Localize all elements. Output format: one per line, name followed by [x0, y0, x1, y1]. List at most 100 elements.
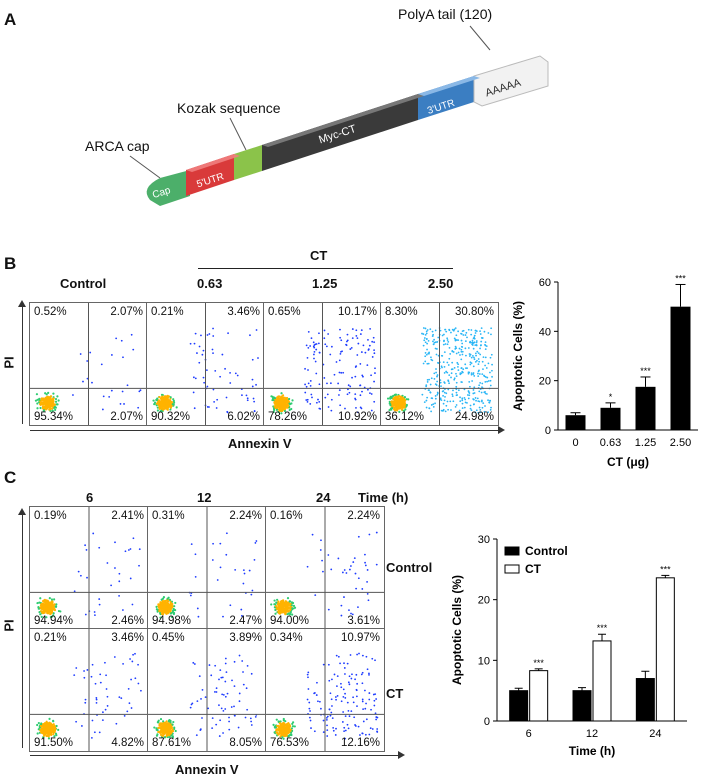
quadrant-ll-percent: 87.61% — [152, 737, 192, 749]
quadrant-ul-percent: 0.52% — [34, 306, 67, 318]
quadrant-ll-percent: 94.00% — [270, 615, 310, 627]
polya-segment — [473, 55, 549, 107]
facs-plot-ct-2: 0.34% 10.97% 76.53% 12.16% — [265, 628, 385, 752]
chart-c-bar-control-6 — [509, 690, 529, 722]
chart-c-x-tick-label: 24 — [649, 728, 661, 740]
arca-cap-label: ARCA cap — [85, 138, 150, 154]
ct-header-label: CT — [310, 248, 328, 263]
row-label-ct: CT — [386, 686, 404, 701]
time-label-0: 6 — [86, 490, 94, 505]
time-course-bar-chart: 0 10 20 30 6 *** 12 *** 24 *** Control CT Time (h) Ap… — [450, 534, 687, 758]
dose-label-0: 0.63 — [197, 276, 223, 291]
facs-plot-dose-3: 8.30% 30.80% 36.12% 24.98% — [380, 302, 499, 426]
row-label-control: Control — [386, 560, 433, 575]
quadrant-ur-percent: 2.24% — [347, 510, 380, 522]
time-label-1: 12 — [197, 490, 212, 505]
quadrant-lr-percent: 8.05% — [229, 737, 262, 749]
quadrant-ur-percent: 2.07% — [110, 306, 143, 318]
cap-segment — [146, 170, 190, 206]
quadrant-ur-percent: 3.46% — [111, 632, 144, 644]
panel-c-letter: C — [4, 468, 17, 487]
chart-b-y-tick-label: 0 — [545, 425, 551, 437]
dose-label-2: 2.50 — [428, 276, 454, 291]
chart-c-y-label: Apoptotic Cells (%) — [450, 575, 464, 685]
kozak-leader-line — [229, 117, 247, 151]
mrna-construct-diagram: Cap 5'UTR Myc-CT 3'UTR AAAAA — [129, 25, 549, 206]
chart-c-x-tick-label: 12 — [586, 728, 598, 740]
facs-plot-ct-0: 0.21% 3.46% 91.50% 4.82% — [29, 628, 149, 752]
chart-b-significance: *** — [640, 366, 651, 376]
quadrant-lr-percent: 2.46% — [111, 615, 144, 627]
panel-c-x-axis-arrow — [30, 755, 400, 756]
quadrant-ul-percent: 0.21% — [34, 632, 67, 644]
quadrant-lr-percent: 2.47% — [229, 615, 262, 627]
quadrant-lr-percent: 6.02% — [227, 411, 260, 423]
quadrant-ur-percent: 10.17% — [337, 306, 377, 318]
polya-tail-label: PolyA tail (120) — [398, 6, 493, 22]
chart-b-significance: *** — [675, 273, 686, 283]
panel-b-y-axis-label: PI — [1, 356, 17, 369]
chart-c-significance: *** — [533, 658, 544, 668]
panel-c-y-axis-arrow — [22, 510, 23, 748]
quadrant-lr-percent: 24.98% — [454, 411, 494, 423]
quadrant-lr-percent: 12.16% — [340, 737, 380, 749]
dose-label-1: 1.25 — [312, 276, 338, 291]
quadrant-ll-percent: 95.34% — [34, 411, 74, 423]
chart-b-y-tick-label: 60 — [539, 277, 551, 289]
chart-b-y-tick-label: 20 — [539, 376, 551, 388]
panel-b-x-axis-arrow — [30, 430, 500, 431]
chart-c-x-label: Time (h) — [569, 744, 615, 758]
chart-c-legend-label: Control — [525, 544, 568, 558]
quadrant-ul-percent: 0.65% — [268, 306, 301, 318]
quadrant-ll-percent: 76.53% — [270, 737, 310, 749]
facs-plot-ct-1: 0.45% 3.89% 87.61% 8.05% — [147, 628, 267, 752]
quadrant-lr-percent: 4.82% — [111, 737, 144, 749]
quadrant-ur-percent: 30.80% — [454, 306, 494, 318]
quadrant-ul-percent: 0.16% — [270, 510, 303, 522]
quadrant-ll-percent: 91.50% — [34, 737, 74, 749]
chart-c-significance: *** — [597, 623, 608, 633]
time-label-2: 24 — [316, 490, 331, 505]
quadrant-ul-percent: 0.31% — [152, 510, 185, 522]
chart-b-x-tick-label: 2.50 — [670, 437, 691, 449]
chart-c-legend-swatch-ct — [504, 564, 520, 574]
quadrant-ur-percent: 3.89% — [229, 632, 262, 644]
control-column-label: Control — [60, 276, 107, 291]
quadrant-lr-percent: 3.61% — [347, 615, 380, 627]
chart-c-y-tick-label: 30 — [478, 534, 490, 546]
arca-leader-line — [129, 155, 161, 179]
quadrant-ur-percent: 2.41% — [111, 510, 144, 522]
utr3-segment — [418, 76, 474, 120]
quadrant-ll-percent: 36.12% — [385, 411, 425, 423]
chart-b-x-tick-label: 0 — [572, 437, 578, 449]
facs-plot-dose-2: 0.65% 10.17% 78.26% 10.92% — [263, 302, 382, 426]
quadrant-ul-percent: 8.30% — [385, 306, 418, 318]
quadrant-ur-percent: 2.24% — [229, 510, 262, 522]
chart-c-legend-swatch-control — [504, 546, 520, 556]
chart-b-y-tick-label: 40 — [539, 326, 551, 338]
quadrant-ur-percent: 3.46% — [227, 306, 260, 318]
chart-b-bar-0.63 — [600, 407, 621, 430]
panel-b-x-axis-label: Annexin V — [228, 436, 292, 451]
chart-c-bar-control-24 — [635, 678, 655, 722]
quadrant-ll-percent: 90.32% — [151, 411, 191, 423]
chart-b-x-label: CT (μg) — [607, 455, 649, 469]
chart-c-legend-label: CT — [525, 562, 542, 576]
chart-b-y-label: Apoptotic Cells (%) — [511, 301, 525, 411]
myc-ct-segment — [262, 94, 418, 171]
chart-c-bar-ct-6 — [529, 670, 549, 722]
chart-c-bar-ct-24 — [655, 577, 675, 722]
chart-b-bar-1.25 — [635, 386, 656, 430]
facs-plot-control-2: 0.16% 2.24% 94.00% 3.61% — [265, 506, 385, 630]
chart-b-x-tick-label: 0.63 — [600, 437, 621, 449]
panel-c-y-axis-label: PI — [1, 619, 17, 632]
chart-b-x-tick-label: 1.25 — [635, 437, 656, 449]
quadrant-ur-percent: 10.97% — [340, 632, 380, 644]
chart-c-bar-control-12 — [572, 690, 592, 722]
ct-header-line — [198, 268, 453, 269]
chart-c-y-tick-label: 0 — [484, 716, 490, 728]
time-unit-label: Time (h) — [358, 490, 409, 505]
quadrant-ll-percent: 94.98% — [152, 615, 192, 627]
facs-plot-control-0: 0.19% 2.41% 94.94% 2.46% — [29, 506, 149, 630]
utr5-segment — [186, 154, 234, 196]
